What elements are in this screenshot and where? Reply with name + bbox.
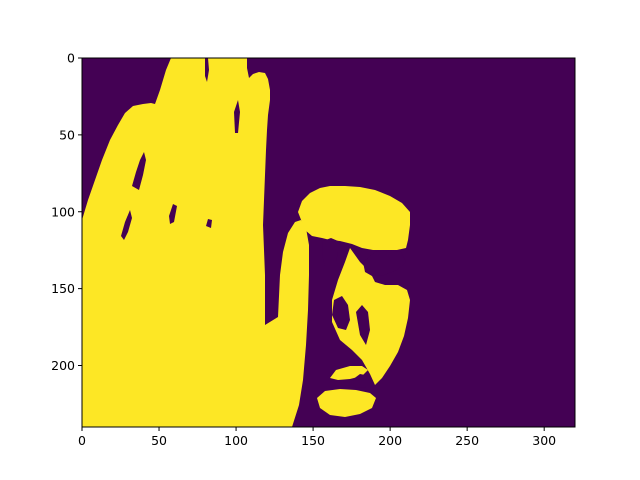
y-tick-label: 200 [51, 358, 75, 373]
mask-gap-shadow [352, 374, 374, 388]
y-axis: 0 50 100 150 200 [51, 51, 82, 373]
axes-frame [81, 57, 576, 428]
mask-region-chin [317, 389, 376, 417]
mask-gap-cheek [356, 305, 370, 345]
x-tick-label: 100 [224, 433, 248, 448]
mask-gap-eye [322, 238, 338, 270]
y-tick-label: 150 [51, 281, 75, 296]
mask-gap-finger [169, 204, 177, 224]
x-tick-label: 200 [378, 433, 402, 448]
mask-gap-finger [121, 210, 132, 240]
x-tick-label: 300 [532, 433, 556, 448]
mask-gap-nose [332, 296, 350, 330]
x-tick-label: 150 [301, 433, 325, 448]
mask-region-face [298, 186, 410, 250]
mask-gap-eye [363, 250, 406, 276]
x-axis: 0 50 100 150 200 250 300 [78, 427, 556, 448]
x-tick-label: 250 [455, 433, 479, 448]
plot-area [82, 58, 575, 427]
y-tick-label: 50 [59, 127, 75, 142]
y-tick-label: 0 [67, 51, 75, 66]
mask-region-cheek [332, 248, 410, 385]
y-tick-label: 100 [51, 204, 75, 219]
mask-gap-finger [206, 219, 212, 228]
mask-region-hand [82, 58, 309, 427]
x-tick-label: 50 [151, 433, 167, 448]
x-tick-label: 0 [78, 433, 86, 448]
mask-gap-finger [132, 152, 146, 190]
mask-gap-finger [205, 58, 209, 82]
mask-gap-finger [234, 100, 240, 133]
